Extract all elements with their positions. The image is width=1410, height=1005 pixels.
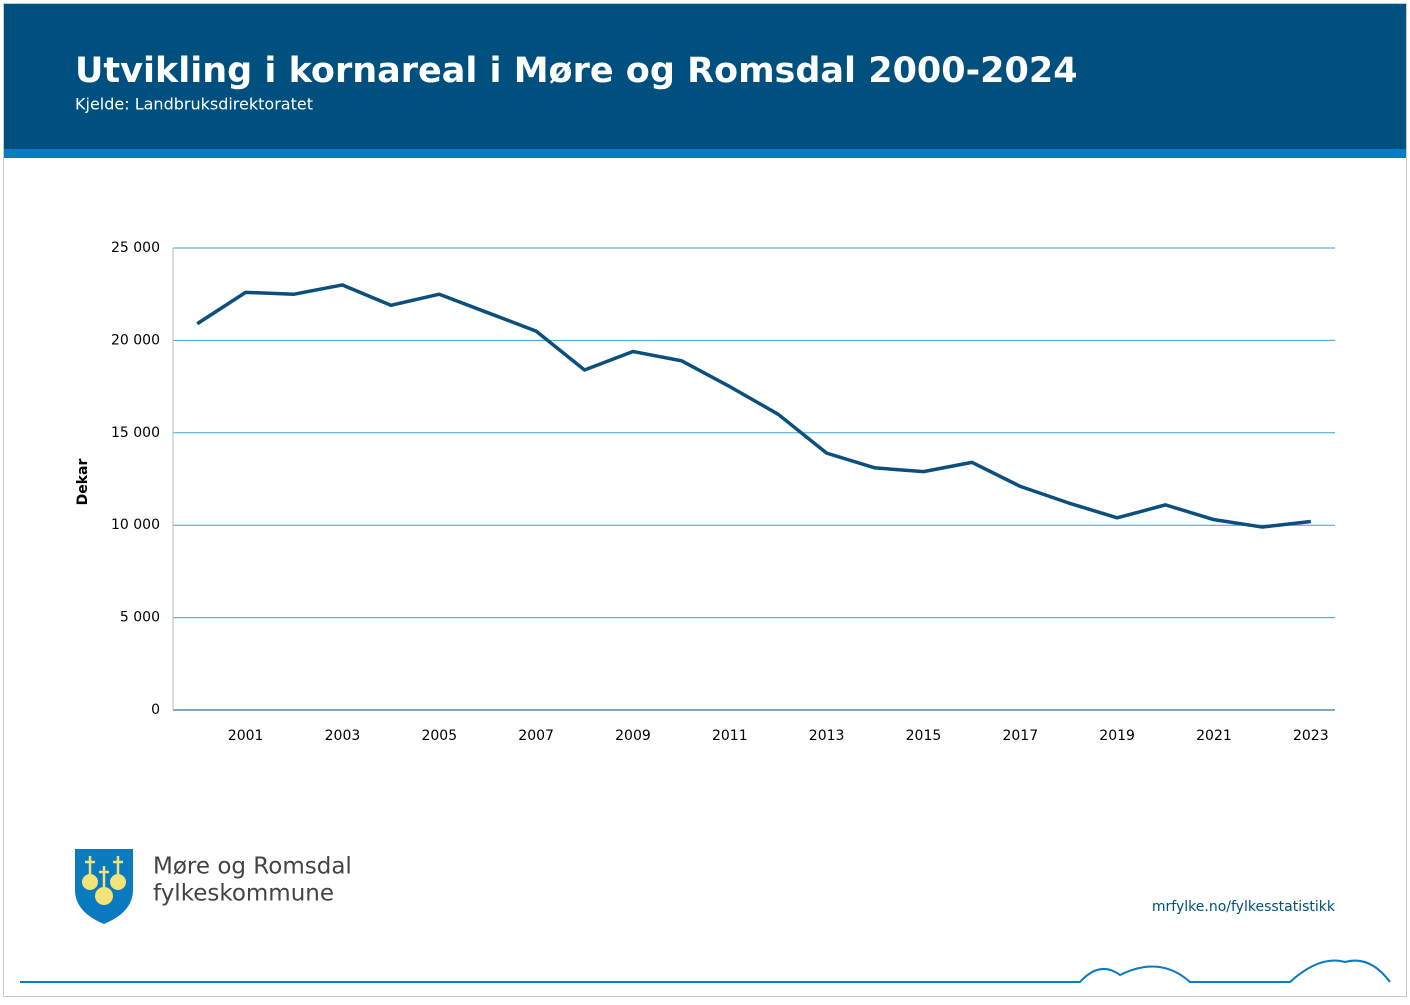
logo-mark [95,887,113,905]
x-tick-label: 2013 [809,728,845,744]
y-tick-label: 10 000 [111,517,160,533]
logo-mark [110,874,126,890]
header-stripe [4,149,1406,158]
subtitle: Kjelde: Landbruksdirektoratet [75,95,313,114]
url: mrfylke.no/fylkesstatistikk [1152,899,1336,915]
x-tick-label: 2021 [1196,728,1232,744]
x-tick-label: 2003 [325,728,361,744]
data-line [196,283,1311,529]
org-name: Møre og Romsdal [153,854,352,880]
x-tick-label: 2019 [1099,728,1135,744]
x-tick-label: 2005 [421,728,457,744]
y-tick-label: 15 000 [111,425,160,441]
y-tick-label: 20 000 [111,332,160,348]
logo-crosses [85,856,123,888]
x-tick-label: 2009 [615,728,651,744]
header [4,4,1406,149]
logo-mark [82,874,98,890]
y-axis-label: Dekar [75,459,91,506]
y-tick-label: 5 000 [120,610,160,626]
logo [75,849,133,924]
x-tick-label: 2015 [906,728,942,744]
chart-title: Utvikling i kornareal i Møre og Romsdal … [75,51,1078,91]
x-tick-label: 2007 [518,728,554,744]
x-tick-label: 2011 [712,728,748,744]
x-tick-label: 2017 [1002,728,1038,744]
frame [3,3,1407,997]
y-tick-label: 0 [151,702,160,718]
footer-illustration [20,959,1391,983]
x-tick-label: 2023 [1293,728,1329,744]
x-tick-label: 2001 [228,728,264,744]
org-name: fylkeskommune [153,881,334,907]
y-tick-label: 25 000 [111,240,160,256]
